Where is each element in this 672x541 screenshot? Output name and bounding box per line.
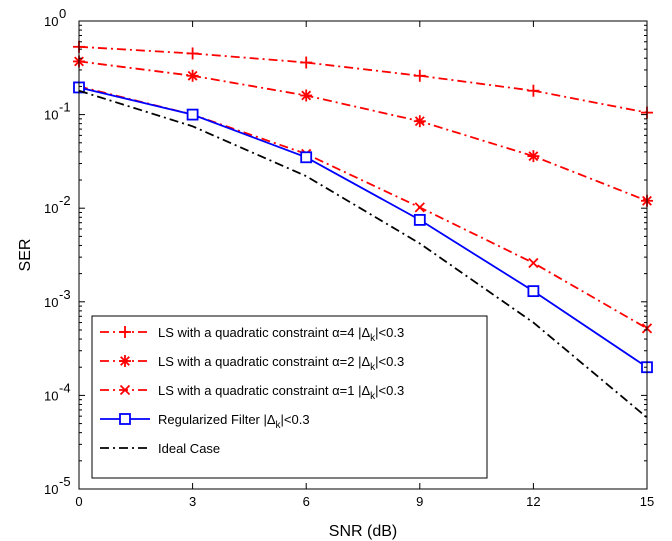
x-tick-label: 3 — [189, 494, 196, 509]
data-point-plus — [527, 84, 540, 97]
data-point-asterisk — [186, 69, 199, 82]
data-point-plus — [300, 56, 313, 69]
y-tick-base: 10 — [44, 108, 58, 123]
y-tick-exponent: -1 — [59, 100, 71, 115]
y-tick-label: 10-1 — [44, 100, 71, 123]
data-point-x — [414, 202, 425, 213]
data-point-square — [527, 285, 540, 298]
y-tick-base: 10 — [44, 295, 58, 310]
series-5 — [78, 89, 648, 419]
data-point-asterisk — [300, 89, 313, 102]
y-tick-label: 10-3 — [44, 287, 71, 310]
data-point-square — [300, 151, 313, 164]
series-line — [78, 86, 648, 368]
y-axis-label: SER — [17, 239, 34, 272]
y-tick-base: 10 — [44, 14, 58, 29]
y-tick-exponent: -4 — [59, 380, 71, 395]
legend-label: Regularized Filter |Δk|<0.3 — [158, 412, 310, 431]
y-tick-base: 10 — [44, 482, 58, 497]
x-tick-label: 6 — [303, 494, 310, 509]
legend: LS with a quadratic constraint α=4 |Δk|<… — [91, 315, 488, 479]
y-tick-label: 10-2 — [44, 193, 71, 216]
series-line — [78, 45, 648, 114]
data-point-asterisk — [413, 115, 426, 128]
x-axis-label: SNR (dB) — [329, 523, 397, 540]
data-point-square — [413, 213, 426, 226]
x-tick-label: 12 — [526, 494, 540, 509]
series-line — [78, 89, 648, 419]
plot-frame — [78, 20, 648, 490]
data-point-plus — [119, 326, 131, 338]
legend-entry: LS with a quadratic constraint α=1 |Δk|<… — [100, 383, 404, 402]
data-point-plus — [186, 47, 199, 60]
y-tick-label: 100 — [44, 6, 66, 29]
series-line — [78, 60, 648, 202]
y-tick-base: 10 — [44, 388, 58, 403]
legend-entry: Ideal Case — [100, 441, 220, 456]
y-tick-label: 10-4 — [44, 380, 71, 403]
legend-entry: LS with a quadratic constraint α=4 |Δk|<… — [100, 325, 404, 344]
series-layer — [73, 40, 653, 419]
legend-label: LS with a quadratic constraint α=2 |Δk|<… — [158, 354, 404, 373]
legend-entry: LS with a quadratic constraint α=2 |Δk|<… — [100, 354, 404, 373]
x-tick-label: 0 — [75, 494, 82, 509]
data-point-x — [119, 384, 131, 396]
data-point-asterisk — [527, 150, 540, 163]
legend-label: LS with a quadratic constraint α=4 |Δk|<… — [158, 325, 404, 344]
x-tick-label: 9 — [416, 494, 423, 509]
y-tick-exponent: -2 — [59, 193, 71, 208]
legend-entry: Regularized Filter |Δk|<0.3 — [100, 412, 310, 431]
y-tick-base: 10 — [44, 201, 58, 216]
y-tick-exponent: -5 — [59, 474, 71, 489]
x-tick-label: 15 — [640, 494, 654, 509]
data-point-asterisk — [119, 355, 131, 367]
data-point-x — [528, 257, 539, 269]
data-point-square — [119, 413, 131, 425]
data-point-square — [186, 108, 199, 121]
y-tick-exponent: 0 — [59, 6, 66, 21]
data-point-plus — [413, 69, 426, 82]
legend-label: Ideal Case — [158, 441, 220, 456]
legend-label: LS with a quadratic constraint α=1 |Δk|<… — [158, 383, 404, 402]
y-tick-label: 10-5 — [44, 474, 71, 497]
legend-box — [91, 315, 488, 479]
y-tick-exponent: -3 — [59, 287, 71, 302]
